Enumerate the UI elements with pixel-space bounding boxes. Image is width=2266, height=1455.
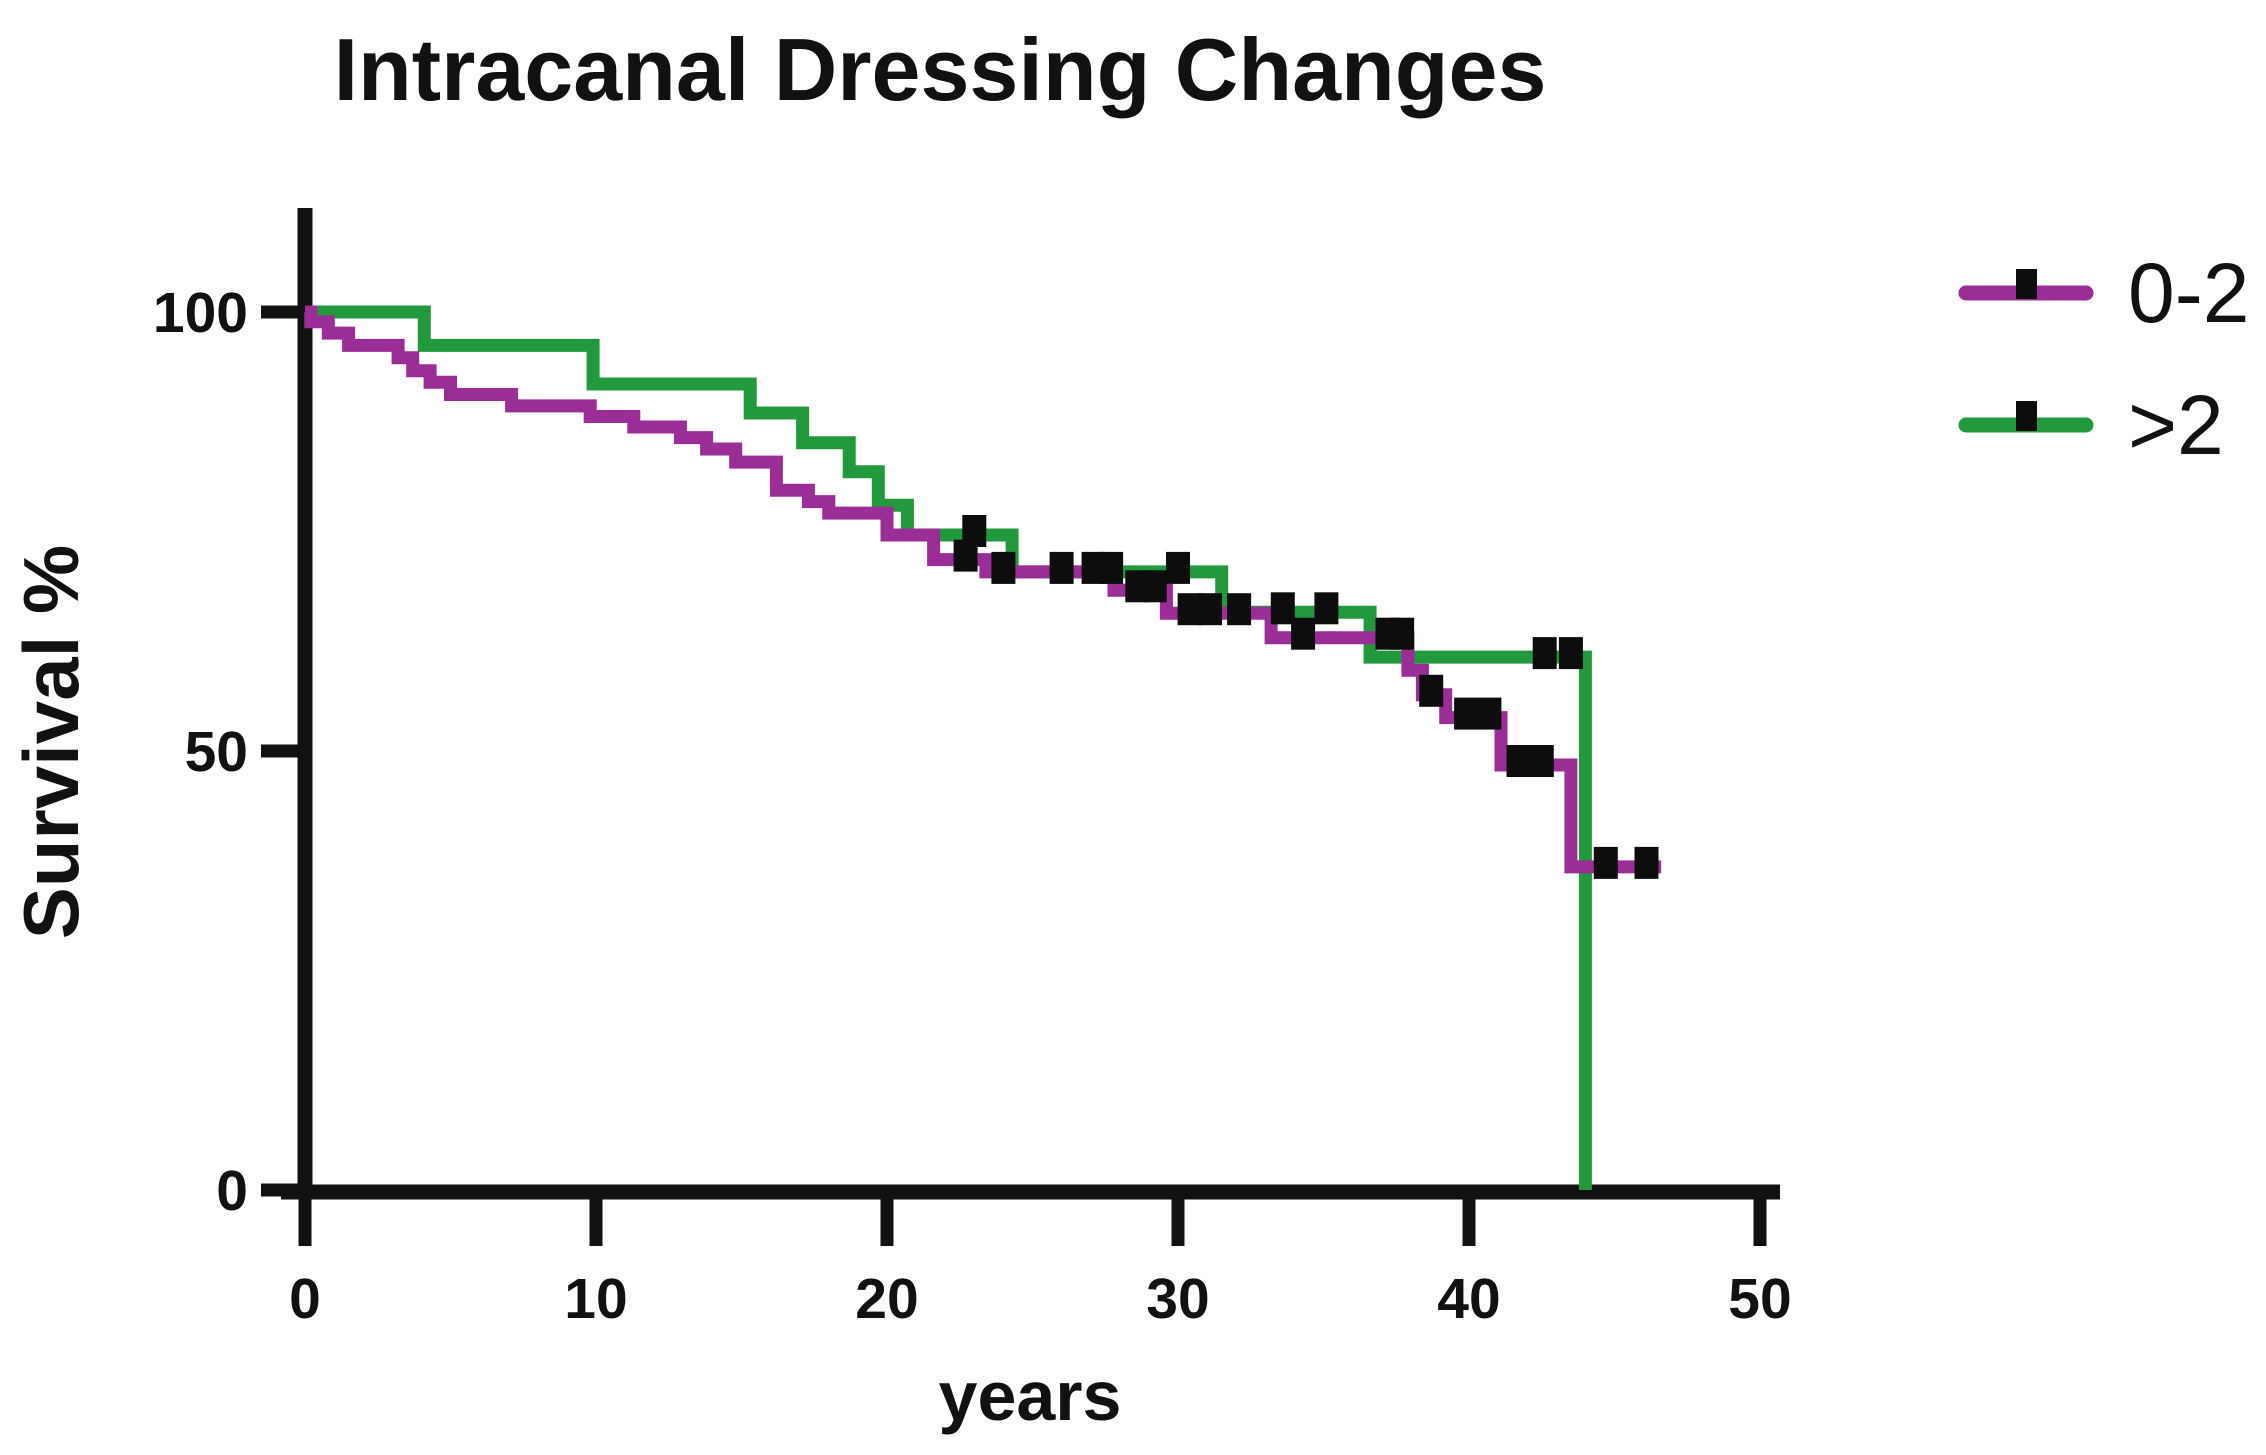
censor-mark xyxy=(1634,846,1659,879)
x-axis: 0 10 20 30 40 50 xyxy=(281,1184,1792,1331)
censor-mark xyxy=(991,551,1016,584)
legend-censor-glyph-gt2 xyxy=(2016,401,2037,431)
censor-mark xyxy=(1477,697,1502,730)
x-tick-label: 20 xyxy=(855,1267,918,1331)
censor-mark xyxy=(1227,593,1252,626)
censor-mark xyxy=(1506,745,1531,777)
censor-mark xyxy=(1390,617,1415,650)
x-ticks: 0 10 20 30 40 50 xyxy=(289,1192,1792,1331)
y-tick-label: 100 xyxy=(153,281,248,345)
series-group xyxy=(304,305,1662,1190)
legend-item-gt2: >2 xyxy=(1958,378,2224,472)
censor-mark xyxy=(1177,593,1202,626)
censor-marks-0-2 xyxy=(953,539,1659,879)
y-axis: 100 50 0 xyxy=(153,208,313,1223)
y-tick-label: 0 xyxy=(216,1159,248,1223)
censor-mark xyxy=(1593,846,1618,879)
censor-mark xyxy=(1454,697,1479,730)
y-ticks: 100 50 0 xyxy=(153,281,305,1223)
censor-mark xyxy=(1419,674,1444,707)
censor-mark xyxy=(1270,592,1295,625)
censor-mark xyxy=(1291,617,1316,650)
censor-mark xyxy=(1081,551,1106,584)
censor-mark xyxy=(1314,592,1339,625)
x-tick-label: 10 xyxy=(564,1267,627,1331)
censor-mark xyxy=(1049,551,1074,584)
chart-title: Intracanal Dressing Changes xyxy=(334,20,1547,119)
legend-item-0-2: 0-2 xyxy=(1958,246,2249,340)
x-tick-label: 30 xyxy=(1146,1267,1209,1331)
survival-curve-gt2 xyxy=(305,305,1592,1190)
x-tick-label: 40 xyxy=(1437,1267,1500,1331)
x-axis-label: years xyxy=(939,1357,1122,1435)
legend-label-gt2: >2 xyxy=(2128,378,2224,472)
survival-curve-0-2 xyxy=(304,305,1662,874)
censor-marks-gt2 xyxy=(962,515,1583,670)
censor-mark xyxy=(1558,637,1583,670)
censor-mark xyxy=(1198,593,1222,626)
censor-mark xyxy=(1529,745,1554,777)
censor-mark xyxy=(953,539,978,572)
x-tick-label: 0 xyxy=(289,1267,321,1331)
y-tick-label: 50 xyxy=(185,720,248,784)
legend-censor-glyph-0-2 xyxy=(2016,269,2037,299)
legend-label-0-2: 0-2 xyxy=(2128,246,2249,340)
censor-mark xyxy=(1166,551,1190,584)
y-axis-label: Survival % xyxy=(7,545,95,940)
x-tick-label: 50 xyxy=(1728,1267,1791,1331)
censor-mark xyxy=(1142,570,1167,603)
censor-mark xyxy=(1532,637,1557,670)
legend: 0-2 >2 xyxy=(1958,246,2249,472)
